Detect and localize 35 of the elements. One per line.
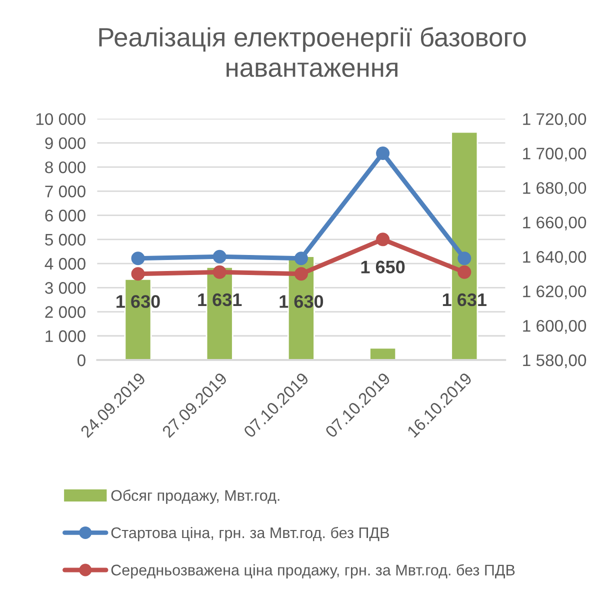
legend-label: Середньозважена ціна продажу, грн. за Мвт.год. без ПДВ [111,564,515,579]
point [458,265,472,279]
y2-tick-label: 1 600,00 [523,320,586,334]
data-label: 1 650 [361,260,405,274]
y-tick-label: 4 000 [44,258,86,270]
y2-tick-label: 1 580,00 [523,354,586,368]
point [131,267,145,281]
point [131,252,145,266]
point [212,250,226,264]
y-tick-label: 8 000 [45,161,86,174]
y-tick-label: 5 000 [45,234,86,246]
point [294,267,308,281]
y-tick-label: 10 000 [36,113,86,126]
point [376,232,390,246]
point [212,265,226,279]
point [294,252,308,266]
y2-tick-label: 1 720,00 [523,113,586,127]
legend-label: Стартова ціна, грн. за Мвт.год. без ПДВ [111,526,389,542]
bar [369,347,397,360]
point [458,252,472,266]
y2-tick-label: 1 660,00 [523,216,586,230]
point [376,146,390,160]
y-tick-label: 6 000 [45,210,86,222]
y2-tick-label: 1 640,00 [523,251,586,265]
y2-tick-label: 1 700,00 [523,148,586,162]
y-tick-label: 9 000 [45,137,86,150]
y2-tick-label: 1 680,00 [523,182,586,196]
y2-tick-label: 1 620,00 [523,285,586,300]
y-tick-label: 2 000 [45,306,86,318]
y-tick-label: 0 [77,354,86,366]
y-tick-label: 3 000 [45,282,86,294]
y-tick-label: 1 000 [46,330,86,342]
legend-label: Обсяг продажу, Мвт.год. [111,490,280,504]
chart-title: Реалізація електроенергії базового навантаження [99,27,526,77]
y-tick-label: 7 000 [45,186,86,198]
